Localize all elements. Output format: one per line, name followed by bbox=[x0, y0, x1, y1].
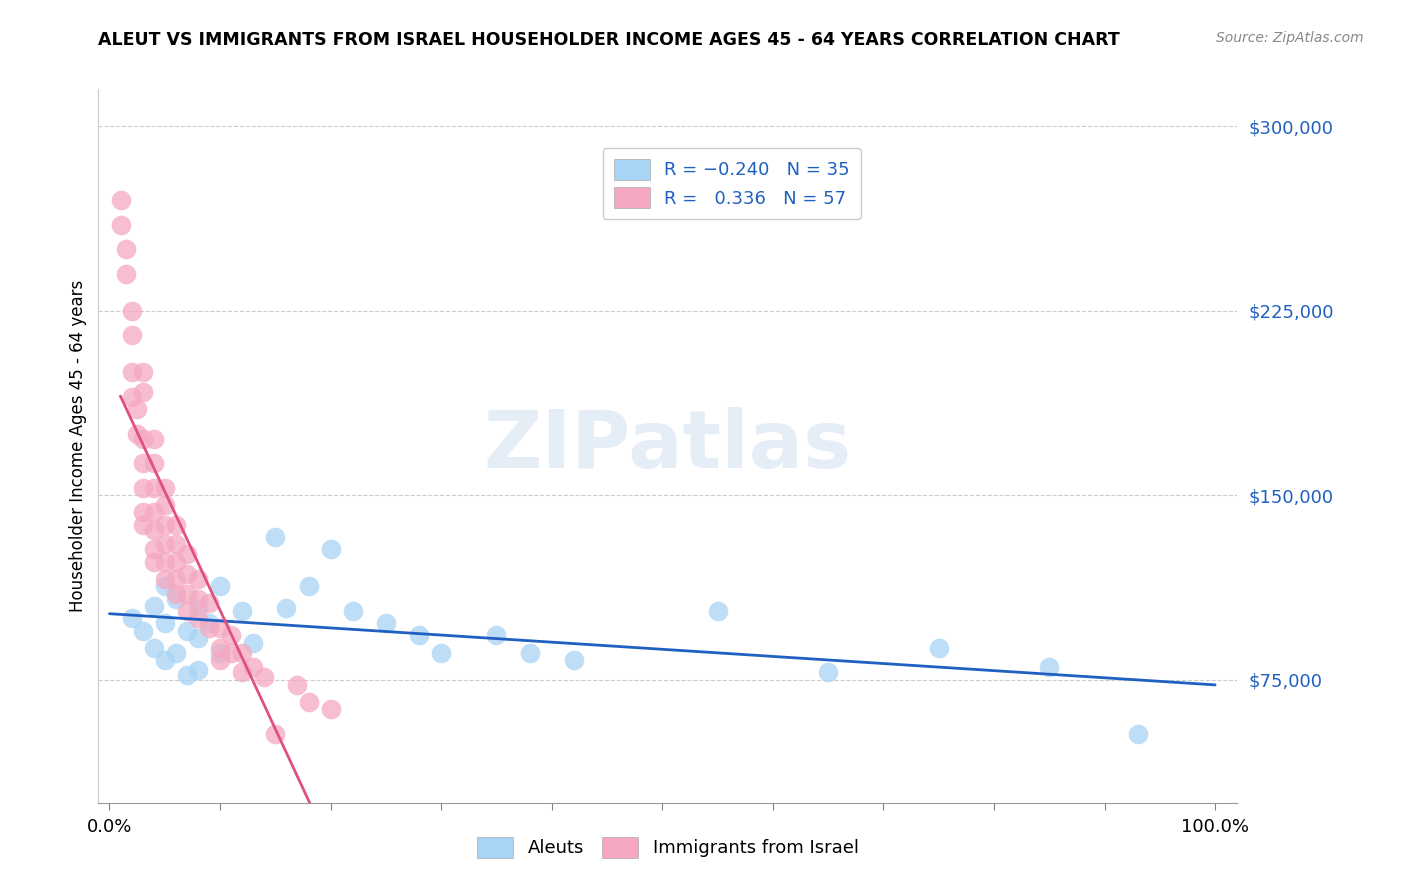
Point bbox=[176, 668, 198, 682]
Point bbox=[142, 505, 165, 519]
Point bbox=[1126, 727, 1149, 741]
Point bbox=[131, 456, 153, 470]
Point bbox=[297, 579, 319, 593]
Point bbox=[131, 481, 153, 495]
Point bbox=[110, 218, 132, 232]
Point bbox=[198, 597, 221, 611]
Point bbox=[187, 611, 209, 625]
Point bbox=[253, 670, 276, 684]
Point bbox=[131, 384, 153, 399]
Point bbox=[374, 616, 396, 631]
Point bbox=[319, 542, 342, 557]
Point bbox=[342, 604, 364, 618]
Point bbox=[142, 481, 165, 495]
Point bbox=[142, 599, 165, 613]
Point bbox=[165, 591, 187, 606]
Point bbox=[297, 695, 319, 709]
Point bbox=[153, 555, 176, 569]
Point bbox=[562, 653, 585, 667]
Point bbox=[1038, 660, 1060, 674]
Point bbox=[121, 303, 143, 318]
Point bbox=[142, 432, 165, 446]
Point bbox=[165, 537, 187, 551]
Point bbox=[408, 628, 430, 642]
Point bbox=[198, 621, 221, 635]
Point bbox=[209, 621, 232, 635]
Point bbox=[142, 542, 165, 557]
Point bbox=[276, 601, 298, 615]
Point bbox=[928, 640, 950, 655]
Point bbox=[153, 616, 176, 631]
Legend: Aleuts, Immigrants from Israel: Aleuts, Immigrants from Israel bbox=[470, 830, 866, 865]
Text: ALEUT VS IMMIGRANTS FROM ISRAEL HOUSEHOLDER INCOME AGES 45 - 64 YEARS CORRELATIO: ALEUT VS IMMIGRANTS FROM ISRAEL HOUSEHOL… bbox=[98, 31, 1121, 49]
Point bbox=[209, 646, 232, 660]
Point bbox=[187, 572, 209, 586]
Text: ZIPatlas: ZIPatlas bbox=[484, 407, 852, 485]
Point bbox=[706, 604, 728, 618]
Point bbox=[153, 572, 176, 586]
Point bbox=[153, 498, 176, 512]
Point bbox=[165, 572, 187, 586]
Point bbox=[153, 579, 176, 593]
Point bbox=[319, 702, 342, 716]
Point bbox=[121, 611, 143, 625]
Point bbox=[165, 646, 187, 660]
Point bbox=[127, 426, 149, 441]
Point bbox=[176, 566, 198, 581]
Point bbox=[242, 660, 264, 674]
Point bbox=[176, 624, 198, 638]
Point bbox=[264, 530, 287, 544]
Point bbox=[209, 640, 232, 655]
Point bbox=[817, 665, 839, 680]
Point bbox=[121, 328, 143, 343]
Point bbox=[127, 402, 149, 417]
Point bbox=[485, 628, 508, 642]
Point bbox=[131, 517, 153, 532]
Point bbox=[131, 624, 153, 638]
Point bbox=[264, 727, 287, 741]
Point bbox=[219, 646, 242, 660]
Point bbox=[209, 579, 232, 593]
Point bbox=[231, 604, 253, 618]
Point bbox=[176, 547, 198, 561]
Point bbox=[115, 242, 138, 256]
Point bbox=[231, 646, 253, 660]
Point bbox=[121, 390, 143, 404]
Point bbox=[198, 616, 221, 631]
Point bbox=[430, 646, 453, 660]
Point bbox=[115, 267, 138, 281]
Point bbox=[121, 365, 143, 379]
Point bbox=[176, 587, 198, 601]
Point bbox=[131, 365, 153, 379]
Point bbox=[209, 653, 232, 667]
Point bbox=[153, 517, 176, 532]
Point bbox=[231, 665, 253, 680]
Point bbox=[142, 456, 165, 470]
Point bbox=[153, 537, 176, 551]
Point bbox=[142, 523, 165, 537]
Point bbox=[142, 555, 165, 569]
Point bbox=[110, 193, 132, 207]
Point bbox=[187, 591, 209, 606]
Text: Source: ZipAtlas.com: Source: ZipAtlas.com bbox=[1216, 31, 1364, 45]
Point bbox=[165, 517, 187, 532]
Point bbox=[131, 432, 153, 446]
Point bbox=[142, 640, 165, 655]
Point bbox=[187, 631, 209, 645]
Point bbox=[219, 628, 242, 642]
Point bbox=[153, 481, 176, 495]
Y-axis label: Householder Income Ages 45 - 64 years: Householder Income Ages 45 - 64 years bbox=[69, 280, 87, 612]
Point bbox=[519, 646, 541, 660]
Point bbox=[187, 663, 209, 677]
Point bbox=[165, 587, 187, 601]
Point bbox=[176, 604, 198, 618]
Point bbox=[187, 601, 209, 615]
Point bbox=[131, 505, 153, 519]
Point bbox=[242, 636, 264, 650]
Point bbox=[165, 555, 187, 569]
Point bbox=[153, 653, 176, 667]
Point bbox=[287, 678, 309, 692]
